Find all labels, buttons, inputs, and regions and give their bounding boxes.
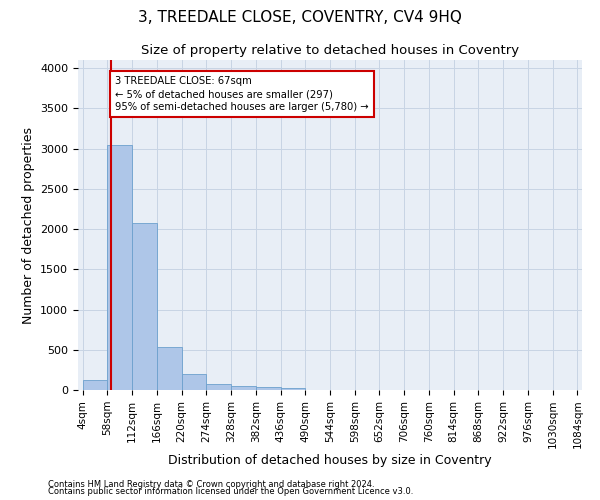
Bar (281, 388, 305, 390)
Text: Contains public sector information licensed under the Open Government Licence v3: Contains public sector information licen… (48, 487, 413, 496)
Bar (157, 346, 182, 390)
Bar (231, 386, 256, 390)
Text: Contains HM Land Registry data © Crown copyright and database right 2024.: Contains HM Land Registry data © Crown c… (48, 480, 374, 489)
Bar (182, 374, 206, 390)
Bar (107, 144, 132, 390)
Text: 3 TREEDALE CLOSE: 67sqm
← 5% of detached houses are smaller (297)
95% of semi-de: 3 TREEDALE CLOSE: 67sqm ← 5% of detached… (115, 76, 369, 112)
X-axis label: Distribution of detached houses by size in Coventry: Distribution of detached houses by size … (168, 454, 492, 467)
Y-axis label: Number of detached properties: Number of detached properties (22, 126, 35, 324)
Bar (83, 380, 107, 390)
Text: 3, TREEDALE CLOSE, COVENTRY, CV4 9HQ: 3, TREEDALE CLOSE, COVENTRY, CV4 9HQ (138, 10, 462, 25)
Bar (206, 384, 231, 390)
Title: Size of property relative to detached houses in Coventry: Size of property relative to detached ho… (141, 44, 519, 58)
Bar (256, 387, 281, 390)
Bar (132, 222, 157, 390)
